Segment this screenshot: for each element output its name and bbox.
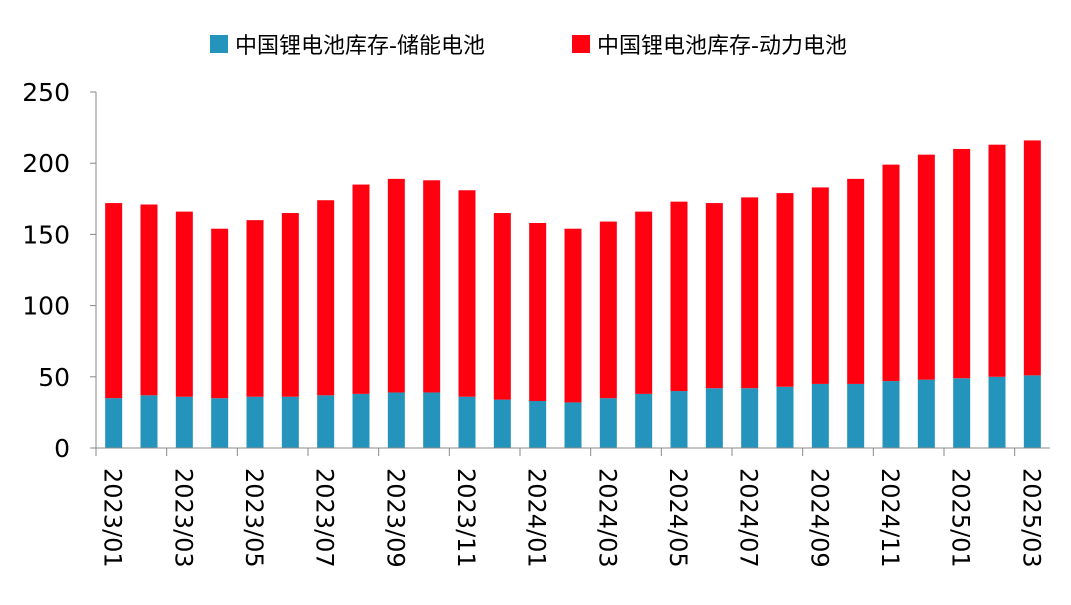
bar-storage-2023-06 (281, 396, 299, 448)
legend: 中国锂电池库存-储能电池 中国锂电池库存-动力电池 (210, 34, 847, 59)
bar-storage-2023-04 (211, 398, 229, 448)
legend-item: 中国锂电池库存-动力电池 (572, 34, 847, 59)
bar-storage-2024-03 (599, 398, 617, 448)
bar-storage-2024-12 (917, 379, 935, 448)
bar-power-2023-04 (211, 228, 229, 399)
bar-power-2024-09 (811, 187, 829, 384)
bar-storage-2023-01 (105, 398, 123, 448)
bar-power-2023-05 (246, 220, 264, 397)
x-tick-label: 2024/03 (593, 468, 621, 568)
x-tick-label: 2024/01 (523, 468, 551, 568)
bar-power-2023-08 (352, 184, 370, 394)
bar-storage-2023-12 (493, 399, 511, 448)
x-tick-label: 2025/03 (1017, 468, 1045, 568)
bar-storage-2025-01 (953, 378, 971, 448)
bar-storage-2024-07 (741, 388, 759, 448)
bar-storage-2024-09 (811, 383, 829, 448)
bar-power-2025-01 (953, 148, 971, 379)
x-tick-label: 2023/01 (99, 468, 127, 568)
bar-power-2024-05 (670, 201, 688, 392)
bar-storage-2023-05 (246, 396, 264, 448)
x-tick-label: 2025/01 (947, 468, 975, 568)
bar-storage-2023-02 (140, 395, 158, 448)
legend-swatch (210, 35, 228, 53)
bars (105, 140, 1041, 448)
bar-storage-2025-03 (1023, 375, 1041, 448)
y-tick-label: 50 (38, 363, 70, 392)
bar-power-2023-10 (423, 180, 441, 393)
bar-storage-2023-07 (317, 395, 335, 448)
bar-storage-2024-01 (529, 401, 547, 448)
bar-storage-2024-11 (882, 381, 900, 448)
x-tick-label: 2023/11 (452, 468, 480, 568)
y-tick-label: 100 (22, 292, 70, 321)
bar-power-2025-02 (988, 144, 1006, 377)
y-tick-label: 150 (22, 220, 70, 249)
bar-power-2024-10 (847, 178, 865, 384)
bar-storage-2024-10 (847, 383, 865, 448)
x-tick-label: 2023/09 (381, 468, 409, 568)
y-tick-label: 200 (22, 149, 70, 178)
legend-label: 中国锂电池库存-动力电池 (597, 34, 847, 59)
x-tick-label: 2024/11 (876, 468, 904, 568)
x-tick-label: 2023/07 (311, 468, 339, 568)
bar-power-2024-08 (776, 193, 794, 387)
x-tick-label: 2023/05 (240, 468, 268, 568)
legend-label: 中国锂电池库存-储能电池 (235, 34, 485, 59)
bar-power-2024-07 (741, 197, 759, 389)
bar-power-2024-01 (529, 223, 547, 402)
bar-storage-2023-09 (387, 392, 405, 448)
x-tick-label: 2024/07 (735, 468, 763, 568)
y-axis: 0 50 100 150 200 250 (22, 78, 97, 463)
bar-power-2024-12 (917, 154, 935, 380)
y-tick-label: 250 (22, 78, 70, 107)
legend-item: 中国锂电池库存-储能电池 (210, 34, 485, 59)
bar-power-2024-06 (705, 203, 723, 389)
y-tick-label: 0 (54, 434, 70, 463)
bar-power-2024-03 (599, 221, 617, 399)
bar-storage-2023-10 (423, 392, 441, 448)
x-axis: 2023/01 2023/03 2023/05 2023/07 2023/09 2023/… (95, 447, 1050, 568)
x-tick-label: 2023/03 (169, 468, 197, 568)
bar-power-2023-11 (458, 190, 476, 397)
bar-storage-2023-03 (175, 396, 193, 448)
bar-storage-2023-08 (352, 393, 370, 448)
bar-power-2024-02 (564, 228, 582, 403)
bar-power-2023-03 (175, 211, 193, 397)
bar-power-2023-07 (317, 200, 335, 396)
bar-power-2024-04 (635, 211, 653, 394)
x-tick-label: 2024/09 (805, 468, 833, 568)
bar-power-2024-11 (882, 164, 900, 382)
bar-power-2023-02 (140, 204, 158, 396)
bar-storage-2024-02 (564, 402, 582, 448)
bar-power-2023-06 (281, 213, 299, 397)
bar-power-2025-03 (1023, 140, 1041, 376)
bar-storage-2025-02 (988, 376, 1006, 448)
bar-storage-2024-05 (670, 391, 688, 448)
bar-power-2023-01 (105, 203, 123, 399)
bar-storage-2024-08 (776, 386, 794, 448)
legend-swatch (572, 35, 590, 53)
bar-storage-2024-04 (635, 393, 653, 448)
bar-power-2023-12 (493, 213, 511, 400)
bar-storage-2023-11 (458, 396, 476, 448)
x-tick-label: 2024/05 (664, 468, 692, 568)
bar-storage-2024-06 (705, 388, 723, 448)
bar-power-2023-09 (387, 178, 405, 393)
